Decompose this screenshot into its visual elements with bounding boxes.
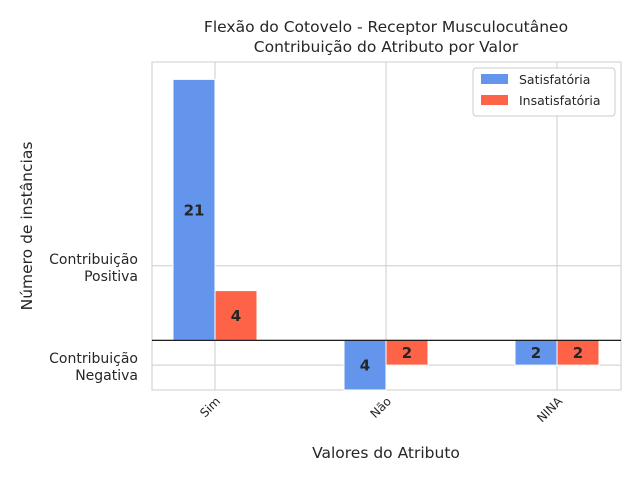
chart-title: Flexão do Cotovelo - Receptor Musculocut… xyxy=(204,18,568,36)
bar-value-label: 2 xyxy=(531,344,541,362)
legend-swatch xyxy=(481,95,508,105)
legend-frame xyxy=(472,67,616,117)
legend: Satisfatória Insatisfatória xyxy=(472,67,616,117)
x-tick-label: Não xyxy=(367,394,394,421)
x-tick-label: Sim xyxy=(197,394,223,420)
x-axis-label: Valores do Atributo xyxy=(312,444,460,462)
legend-swatch xyxy=(481,74,508,84)
bar-labels: 21 4 2 4 2 2 xyxy=(184,201,584,374)
legend-label: Insatisfatória xyxy=(519,93,601,108)
bar-value-label: 21 xyxy=(184,201,205,219)
chart-subtitle: Contribuição do Atributo por Valor xyxy=(254,38,519,56)
bars xyxy=(172,78,600,391)
y-tick-label: Negativa xyxy=(75,368,138,384)
x-tick-label: NINA xyxy=(534,394,565,425)
bar-insatisfatoria-0 xyxy=(214,290,258,341)
y-axis-label: Número de instâncias xyxy=(18,142,36,311)
y-tick-label: Contribuição xyxy=(49,252,138,268)
legend-label: Satisfatória xyxy=(519,72,590,87)
y-tick-label: Positiva xyxy=(84,269,138,285)
bar-value-label: 2 xyxy=(402,344,412,362)
bar-value-label: 2 xyxy=(573,344,583,362)
bar-value-label: 4 xyxy=(360,357,370,375)
plot-area: 21 4 2 4 2 2 xyxy=(151,61,622,391)
bar-value-label: 4 xyxy=(231,307,241,325)
x-tick-labels: Sim Não NINA xyxy=(197,394,565,425)
y-tick-label: Contribuição xyxy=(49,351,138,367)
